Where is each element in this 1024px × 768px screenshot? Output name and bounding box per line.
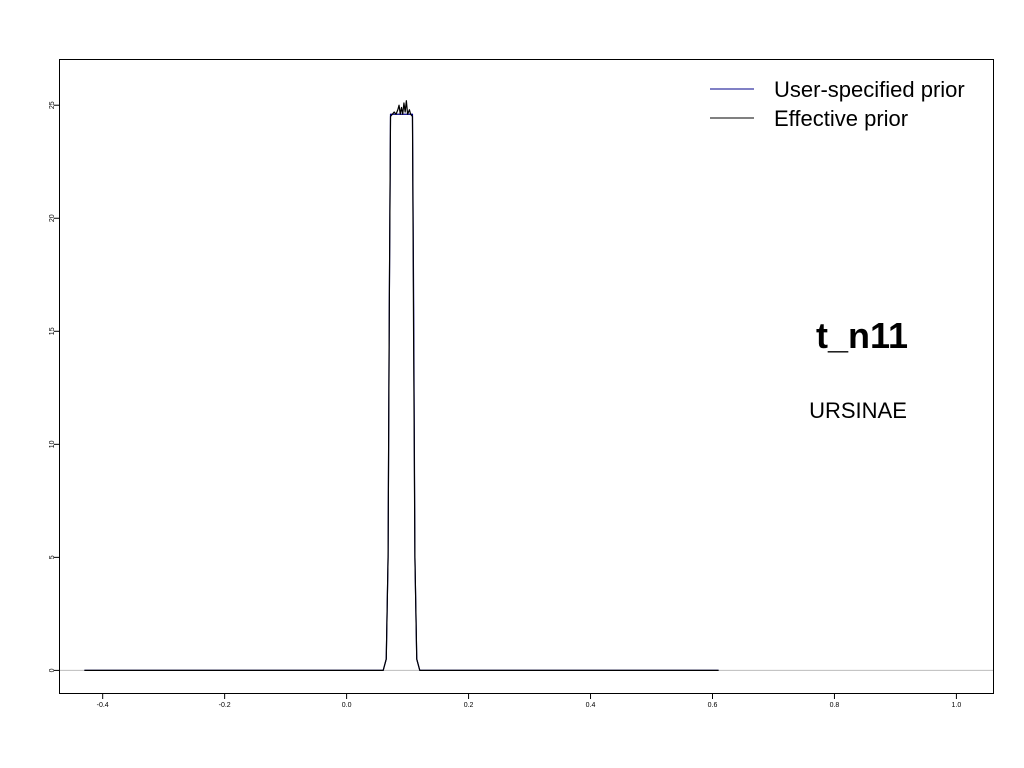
x-tick-label: 0.2 [464, 702, 474, 709]
plot-frame [59, 59, 994, 694]
x-tick-label: -0.4 [97, 702, 109, 709]
series-group [84, 100, 719, 671]
series-line-user-specified-prior [84, 113, 719, 671]
x-tick-label: 0.8 [830, 702, 840, 709]
y-tick-label: 10 [49, 440, 56, 448]
legend-label-user-specified-prior: User-specified prior [774, 77, 965, 102]
legend-label-effective-prior: Effective prior [774, 106, 908, 131]
x-tick-label: 0.4 [586, 702, 596, 709]
series-line-effective-prior [84, 100, 719, 671]
y-tick-label: 5 [49, 555, 56, 559]
x-tick-label: -0.2 [219, 702, 231, 709]
y-tick-label: 0 [49, 668, 56, 672]
x-tick-label: 0.6 [708, 702, 718, 709]
x-tick-label: 1.0 [952, 702, 962, 709]
y-tick-label: 15 [49, 327, 56, 335]
y-tick-label: 25 [49, 101, 56, 109]
y-axis: 0 5 10 15 20 25 [49, 101, 60, 672]
x-tick-label: 0.0 [342, 702, 352, 709]
legend: User-specified prior Effective prior [710, 77, 965, 131]
node-label: t_n11 [816, 315, 908, 356]
x-axis: -0.4 -0.2 0.0 0.2 0.4 0.6 0.8 1.0 [97, 693, 962, 709]
y-tick-label: 20 [49, 214, 56, 222]
clade-label: URSINAE [809, 398, 907, 423]
